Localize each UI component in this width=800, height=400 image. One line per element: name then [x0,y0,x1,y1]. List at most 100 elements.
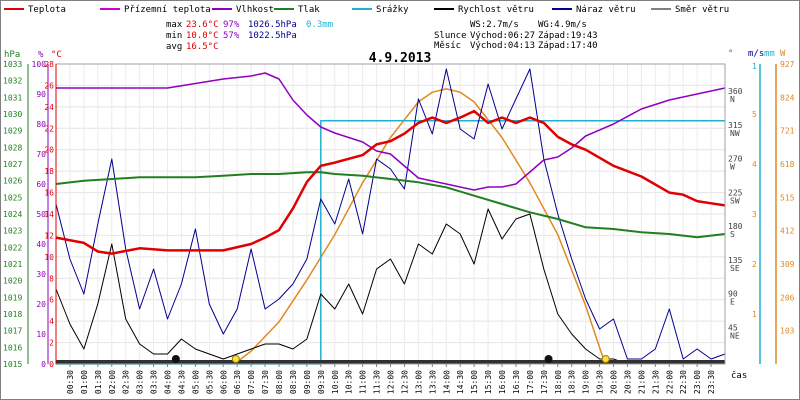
tick-label-time: 01:00 [80,370,89,394]
sun-label: Slunce [434,31,467,41]
tick-label-time: 19:30 [596,370,605,394]
axis-unit-ms: m/s [748,49,764,59]
legend: Teplota Přízemní teplota Vlhkost Tlak Srážky… [4,5,729,15]
tick-label-ms: 3 [752,210,757,219]
tick-label-time: 09:00 [303,370,312,394]
tick-label-deg: 360 [728,87,743,96]
tick-label-hpa: 1018 [3,310,22,319]
moonrise-text: Východ:04:13 [470,41,535,51]
tick-label-pct: 0 [41,360,46,369]
tick-label-deg: 315 [728,121,743,130]
sunset-text: Západ:19:43 [538,31,598,41]
axis-unit-hpa: hPa [4,50,20,60]
axis-unit-pct: % [38,50,44,60]
tick-label-c: 0 [49,360,54,369]
tick-label-c: 26 [44,81,54,90]
tick-label-pct: 10 [36,330,46,339]
tick-label-deg: 225 [728,188,743,197]
stat-max-press: 1026.5hPa [248,20,297,30]
tick-label-w: 206 [780,293,795,302]
tick-label-time: 05:30 [205,370,214,394]
axes: hPa% °C1033103210311030102910281027102610… [3,49,795,394]
stat-min-hum: 57% [223,31,240,41]
legend-item: Náraz větru [552,5,636,15]
tick-label-time: 22:30 [679,370,688,394]
tick-label-c: 12 [44,231,54,240]
tick-label-dir: SE [730,264,740,273]
tick-label-deg: 90 [728,290,738,299]
tick-label-time: 07:30 [261,370,270,394]
moon-label: Měsíc [434,41,461,51]
legend-label: Srážky [376,5,409,15]
stat-wg: WG:4.9m/s [538,20,587,30]
tick-label-time: 22:00 [665,370,674,394]
tick-label-time: 12:30 [400,370,409,394]
legend-item: Přízemní teplota [100,5,211,15]
tick-label-hpa: 1022 [3,243,22,252]
tick-label-hpa: 1016 [3,343,22,352]
tick-label-hpa: 1031 [3,93,22,102]
stat-max-hum: 97% [223,20,240,30]
tick-label-hpa: 1029 [3,127,22,136]
tick-label-w: 927 [780,60,795,69]
tick-label-time: 14:00 [442,370,451,394]
stat-min-label: min [166,31,182,41]
tick-label-deg: 180 [728,222,743,231]
tick-label-ms: 5 [752,110,757,119]
tick-label-c: 18 [44,167,54,176]
tick-label-time: 11:00 [359,370,368,394]
tick-label-w: 824 [780,93,795,102]
tick-label-c: 10 [44,253,54,262]
tick-label-hpa: 1021 [3,260,22,269]
tick-label-time: 01:30 [94,370,103,394]
tick-label-time: 13:30 [428,370,437,394]
series-naraz-vetru [55,68,726,360]
tick-label-w: 412 [780,227,795,236]
tick-label-pct: 100 [32,60,47,69]
series-tlak [55,171,726,239]
tick-label-time: 23:00 [693,370,702,394]
tick-label-time: 02:30 [122,370,131,394]
tick-label-time: 21:30 [651,370,660,394]
sunrise-marker [231,355,240,363]
tick-label-pct: 20 [36,300,46,309]
legend-item: Rychlost větru [434,5,534,15]
tick-label-time: 14:30 [456,370,465,394]
tick-label-time: 16:00 [498,370,507,394]
tick-label-hpa: 1033 [3,60,22,69]
tick-label-c: 2 [49,339,54,348]
tick-label-w: 103 [780,327,795,336]
tick-label-time: 04:30 [177,370,186,394]
tick-label-pct: 70 [36,150,46,159]
legend-label: Tlak [298,5,320,15]
moonset-text: Západ:17:40 [538,41,598,51]
tick-label-time: 07:00 [247,370,256,394]
tick-label-c: 14 [44,210,54,219]
tick-label-c: 16 [44,189,54,198]
tick-label-c: 24 [44,103,54,112]
tick-label-hpa: 1025 [3,193,22,202]
series-solar [233,88,606,365]
tick-label-ms: 1 [752,62,757,71]
tick-label-c: 22 [44,124,54,133]
tick-label-hpa: 1017 [3,327,22,336]
tick-label-time: 03:00 [136,370,145,394]
tick-label-hpa: 1027 [3,160,22,169]
tick-label-pct: 40 [36,240,46,249]
tick-label-pct: 50 [36,210,46,219]
tick-label-time: 06:30 [233,370,242,394]
chart-title: 4.9.2013 [369,51,432,66]
baseline-band [56,360,725,364]
stats-block: max 23.6°C 97% 1026.5hPa 0.3mm min 10.0°… [166,20,598,52]
series-teplota [55,109,726,255]
stat-max-label: max [166,20,183,30]
tick-label-time: 02:00 [108,370,117,394]
tick-label-c: 6 [49,296,54,305]
legend-label: Rychlost větru [458,5,534,15]
tick-label-time: 15:00 [470,370,479,394]
stat-max-temp: 23.6°C [186,20,219,30]
tick-label-hpa: 1015 [3,360,22,369]
axis-unit-w: W [780,49,786,59]
legend-label: Teplota [28,5,66,15]
axis-unit-c: °C [51,50,62,60]
